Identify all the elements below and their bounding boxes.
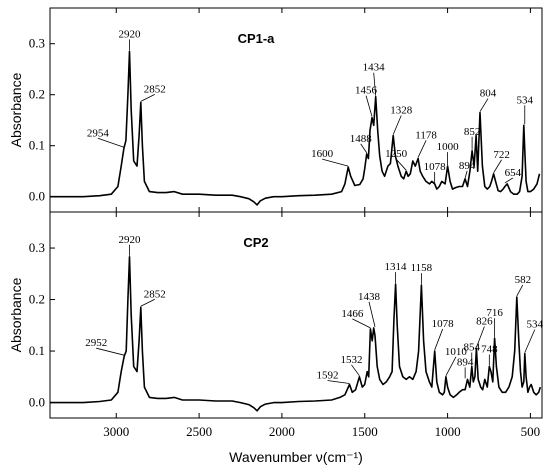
peak-label: 1456	[355, 85, 378, 97]
y-tick-label: 0.2	[29, 292, 45, 307]
peak-leader	[365, 95, 373, 117]
peak-leader	[524, 329, 536, 353]
chart-panel-cp1a: CP1-a Absorbance 0.0 0.1 0.2 0.3 2954 2920 28…	[8, 7, 543, 213]
peak-label: 1438	[358, 291, 381, 303]
peak-leader	[327, 380, 350, 384]
plot-frame	[49, 211, 543, 419]
y-axis-label: Absorbance	[8, 277, 24, 352]
spectrum-line	[50, 256, 542, 412]
y-tick-label: 0.1	[29, 343, 45, 358]
peak-leader	[351, 364, 360, 377]
peak-label: 1078	[432, 318, 455, 330]
peak-leader	[464, 170, 468, 178]
x-tick-label: 1000	[435, 424, 461, 439]
y-tick-label: 0.3	[29, 36, 45, 51]
peak-label: 1158	[411, 262, 433, 274]
x-tick-label: 1500	[352, 424, 378, 439]
peak-label: 894	[459, 160, 476, 172]
peak-label: 2920	[119, 234, 142, 246]
peak-label: 1314	[385, 261, 408, 273]
peak-label: 1532	[340, 354, 362, 366]
peak-leader	[476, 326, 485, 348]
x-tick-label: 2500	[186, 424, 212, 439]
peak-label: 534	[517, 94, 534, 106]
peak-label: 1600	[311, 148, 334, 160]
peak-leader	[392, 115, 402, 135]
y-tick-label: 0.3	[29, 240, 45, 255]
peak-label: 654	[505, 167, 522, 179]
peak-leader	[479, 98, 489, 112]
axis-ticks: 0.0 0.1 0.2 0.3	[29, 8, 531, 212]
peak-label: 1000	[437, 141, 460, 153]
peak-label: 894	[457, 356, 474, 368]
peak-label: 1328	[390, 105, 413, 117]
peak-label: 852	[464, 126, 481, 138]
y-tick-label: 0.1	[29, 138, 45, 153]
peak-label: 2920	[119, 28, 142, 40]
peak-label: 534	[527, 319, 544, 331]
peak-label: 722	[493, 149, 510, 161]
peak-leader	[352, 318, 371, 329]
peak-label: 1592	[317, 370, 339, 382]
peak-label: 2852	[144, 83, 166, 95]
peak-label: 1434	[363, 62, 386, 74]
peak-leader	[373, 72, 377, 96]
peak-label: 2952	[85, 337, 107, 349]
x-tick-label: 2000	[269, 424, 295, 439]
peak-label: 826	[476, 315, 493, 327]
peak-leader	[434, 328, 444, 351]
peak-label: 1010	[445, 346, 468, 358]
peak-label: 1078	[424, 161, 447, 173]
x-axis-label: Wavenumber ν(cm⁻¹)	[229, 449, 363, 465]
x-tick-label: 500	[521, 424, 541, 439]
x-tick-label: 3000	[103, 424, 129, 439]
peak-label: 804	[480, 88, 497, 100]
panel-title: CP1-a	[238, 31, 276, 46]
peak-label: 2954	[87, 127, 110, 139]
peak-label: 716	[486, 307, 503, 319]
y-tick-label: 0.0	[29, 395, 45, 410]
peak-label: 582	[515, 274, 532, 286]
peak-label: 1488	[350, 133, 373, 145]
panel-title: CP2	[243, 235, 268, 250]
peak-leader	[96, 347, 125, 356]
peak-label: 2852	[144, 288, 166, 300]
peak-leader	[417, 140, 427, 158]
y-tick-label: 0.2	[29, 87, 45, 102]
y-tick-label: 0.0	[29, 189, 45, 204]
peak-leader	[395, 158, 407, 171]
peak-annotations: 2954292028521600148814561434132812501178…	[87, 28, 534, 184]
peak-leader	[322, 158, 349, 167]
peak-leader	[97, 137, 125, 148]
chart-panel-cp2: CP2 Absorbance 0.0 0.1 0.2 0.3 3000 2500 2000 1…	[8, 211, 544, 439]
peak-leader	[140, 298, 155, 307]
peak-label: 1466	[341, 308, 364, 320]
spectrum-line	[50, 50, 541, 206]
y-axis-label: Absorbance	[8, 72, 24, 147]
peak-label: 1178	[415, 129, 437, 141]
peak-leader	[445, 356, 457, 376]
axis-ticks: 0.0 0.1 0.2 0.3 3000 2500 2000 1500 1000 500	[29, 212, 540, 439]
peak-leader	[360, 143, 368, 154]
peak-leader	[516, 284, 524, 297]
peak-leader	[140, 93, 155, 102]
peak-leader	[368, 301, 376, 327]
peak-leader	[504, 177, 514, 184]
peak-leader	[493, 159, 502, 173]
